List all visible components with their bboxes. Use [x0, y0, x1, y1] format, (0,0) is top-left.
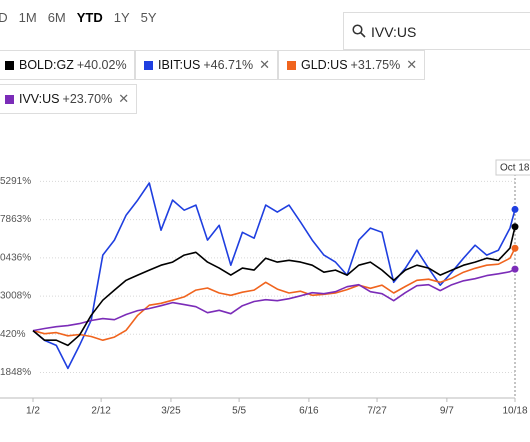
legend-change: +40.02%: [76, 58, 127, 72]
range-button[interactable]: 1Y: [113, 10, 130, 25]
legend-chip[interactable]: IVV:US +23.70% ✕: [0, 84, 138, 114]
legend-change: +31.75%: [350, 58, 401, 72]
range-selector: 1D 1M 6M YTD 1Y 5Y: [0, 10, 168, 30]
y-tick-label: 5291%: [0, 176, 31, 187]
remove-button[interactable]: ✕: [406, 57, 418, 72]
search-box[interactable]: IVV:US: [343, 12, 530, 50]
legend-chip[interactable]: GLD:US +31.75% ✕: [278, 50, 426, 80]
crosshair-label: Oct 18: [500, 163, 530, 174]
end-point: [511, 205, 519, 213]
search-text: IVV:US: [371, 24, 417, 40]
end-point: [511, 244, 519, 252]
y-tick-label: 0436%: [0, 252, 31, 263]
series-line: [32, 247, 516, 341]
x-tick-label: 7/27: [367, 406, 387, 417]
range-button[interactable]: YTD: [76, 10, 103, 25]
series-line: [32, 182, 516, 370]
legend-swatch: [287, 60, 296, 70]
y-tick-label: 1848%: [0, 367, 31, 378]
search-icon: [352, 24, 366, 38]
legend-change: +46.71%: [203, 58, 254, 72]
legend-swatch: [5, 94, 14, 104]
y-tick-label: 7863%: [0, 214, 31, 225]
range-button[interactable]: 1M: [18, 10, 37, 25]
remove-button[interactable]: ✕: [259, 57, 270, 72]
legend-name: IBIT:US: [158, 58, 201, 72]
x-tick-label: 6/16: [299, 406, 319, 417]
x-tick-label: 9/7: [440, 406, 454, 417]
x-tick-label: 10/18: [502, 406, 527, 417]
end-point: [511, 223, 519, 231]
x-tick-label: 3/25: [161, 406, 181, 417]
range-button[interactable]: 1D: [0, 10, 8, 25]
legend-chip[interactable]: BOLD:GZ +40.02%: [0, 50, 135, 80]
legend-change: +23.70%: [62, 92, 113, 106]
end-point: [511, 265, 519, 273]
series-line: [32, 268, 516, 332]
x-tick-label: 2/12: [91, 406, 111, 417]
range-button[interactable]: 6M: [47, 10, 66, 25]
x-tick-label: 5/5: [232, 406, 246, 417]
y-tick-label: 420%: [0, 329, 26, 340]
legend-chip[interactable]: IBIT:US +46.71% ✕: [135, 50, 278, 80]
legend-swatch: [5, 60, 14, 70]
series-line: [32, 226, 516, 347]
legend-name: IVV:US: [19, 92, 60, 106]
remove-button[interactable]: ✕: [118, 91, 130, 106]
y-tick-label: 3008%: [0, 291, 31, 302]
x-tick-label: 1/2: [26, 406, 40, 417]
range-button[interactable]: 5Y: [140, 10, 157, 25]
crosshair-label-box: [495, 159, 530, 176]
legend-name: BOLD:GZ: [19, 58, 74, 72]
legend-swatch: [144, 60, 153, 70]
legend-name: GLD:US: [301, 58, 348, 72]
chart: 1848% 420% 3008% 0436% 7863% 5291% 1/2 2/12 3/25…: [0, 159, 530, 417]
